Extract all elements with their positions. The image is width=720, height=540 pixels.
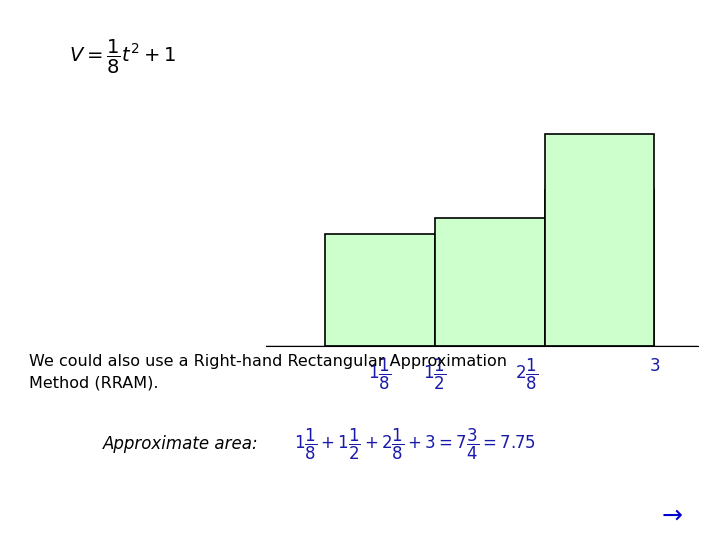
Bar [435,218,544,346]
Bar [544,134,654,346]
Bar [325,234,435,346]
Text: Approximate area:: Approximate area: [103,435,258,453]
Text: $\rightarrow$: $\rightarrow$ [657,503,684,526]
Text: We could also use a Right-hand Rectangular Approximation: We could also use a Right-hand Rectangul… [29,354,507,369]
Text: $1\dfrac{1}{8}+1\dfrac{1}{2}+2\dfrac{1}{8}+3=7\dfrac{3}{4}=7.75$: $1\dfrac{1}{8}+1\dfrac{1}{2}+2\dfrac{1}{… [294,427,536,462]
Bar [544,190,654,346]
Text: Method (RRAM).: Method (RRAM). [29,375,158,390]
Text: $V = \dfrac{1}{8}t^2+1$: $V = \dfrac{1}{8}t^2+1$ [69,38,176,76]
